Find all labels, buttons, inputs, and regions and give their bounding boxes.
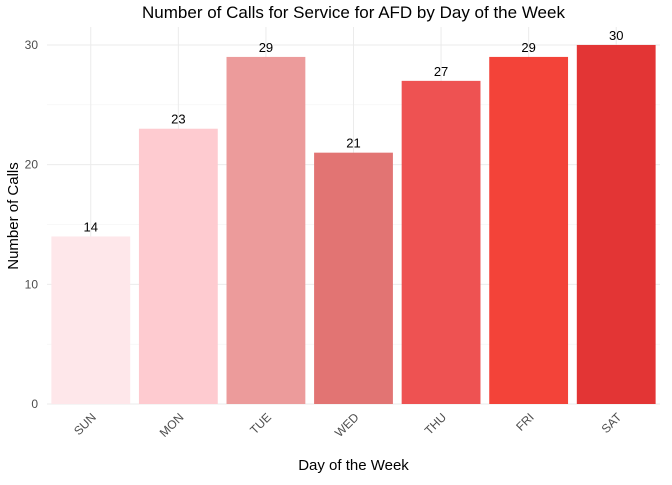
- bar-tue: [226, 56, 306, 405]
- y-tick-label: 30: [25, 38, 39, 52]
- chart-title: Number of Calls for Service for AFD by D…: [142, 3, 565, 22]
- y-axis-title: Number of Calls: [5, 162, 22, 270]
- bar-sat: [576, 44, 656, 404]
- bar-value-label: 14: [84, 219, 98, 234]
- bar-value-label: 29: [259, 40, 273, 55]
- x-tick-label: FRI: [513, 410, 537, 434]
- y-tick-label: 20: [25, 158, 39, 172]
- bar-value-label: 29: [521, 40, 535, 55]
- bars: [51, 44, 656, 405]
- x-tick-label: SUN: [71, 410, 99, 438]
- bar-mon: [138, 128, 218, 404]
- bar-fri: [489, 56, 569, 405]
- y-tick-label: 0: [31, 397, 38, 411]
- x-tick-label: MON: [157, 410, 187, 440]
- x-tick-label: THU: [422, 410, 449, 437]
- y-axis-ticks: 0 10 20 30: [25, 38, 39, 411]
- bar-value-label: 23: [171, 112, 185, 127]
- x-tick-label: TUE: [247, 410, 274, 437]
- x-axis-ticks: SUN MON TUE WED THU FRI SAT: [71, 410, 625, 440]
- bar-wed: [314, 152, 393, 404]
- bar-value-labels: 14 23 29 21 27 29 30: [84, 28, 624, 234]
- bar-thu: [401, 80, 481, 404]
- bar-value-label: 27: [434, 64, 448, 79]
- y-tick-label: 10: [25, 277, 39, 291]
- x-axis-title: Day of the Week: [298, 457, 409, 474]
- bar-value-label: 21: [346, 136, 360, 151]
- bar-sun: [51, 236, 131, 404]
- bar-value-label: 30: [609, 28, 623, 43]
- x-tick-label: SAT: [599, 410, 625, 436]
- x-tick-label: WED: [332, 410, 362, 440]
